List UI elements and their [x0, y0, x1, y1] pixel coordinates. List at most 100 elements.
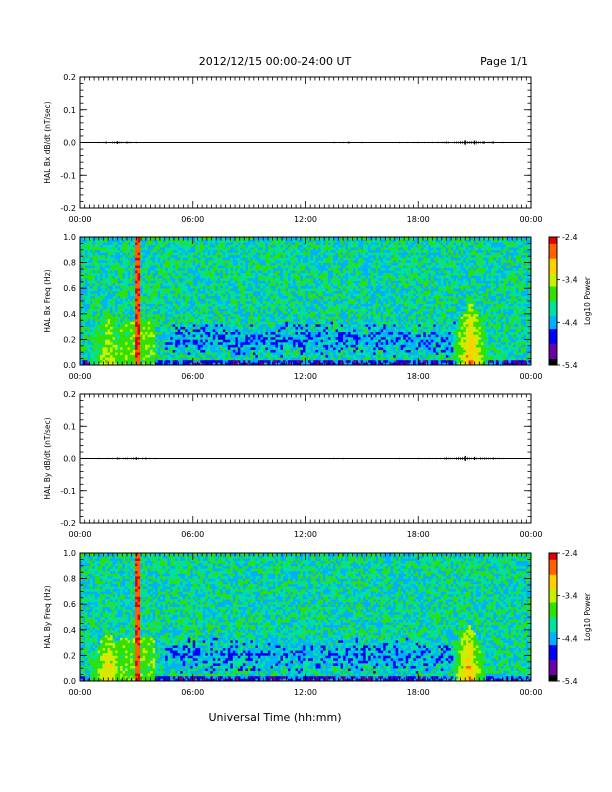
heatmap-cell — [130, 331, 133, 335]
heatmap-cell — [160, 334, 163, 338]
heatmap-cell — [280, 334, 284, 338]
heatmap-cell — [247, 252, 251, 256]
heatmap-cell — [130, 316, 133, 320]
heatmap-cell — [170, 272, 174, 276]
heatmap-cell — [212, 272, 216, 276]
heatmap-cell — [295, 267, 299, 271]
heatmap-cell — [125, 306, 128, 309]
heatmap-cell — [285, 244, 289, 248]
heatmap-cell — [275, 242, 279, 245]
heatmap-cell — [210, 293, 214, 297]
heatmap-cell — [180, 326, 184, 330]
heatmap-cell — [97, 262, 101, 266]
heatmap-cell — [302, 306, 306, 309]
heatmap-cell — [295, 242, 299, 245]
heatmap-cell — [172, 298, 176, 302]
heatmap-cell — [182, 334, 186, 338]
heatmap-cell — [102, 349, 106, 353]
heatmap-cell — [180, 347, 184, 350]
heatmap-cell — [132, 347, 136, 350]
heatmap-cell — [100, 303, 103, 307]
heatmap-cell — [105, 275, 108, 279]
heatmap-cell — [157, 252, 161, 256]
heatmap-cell — [180, 272, 184, 276]
heatmap-cell — [242, 277, 246, 281]
heatmap-cell — [210, 275, 214, 279]
heatmap-cell — [225, 295, 229, 299]
heatmap-cell — [257, 295, 261, 299]
heatmap-cell — [137, 321, 141, 325]
heatmap-cell — [302, 354, 306, 358]
heatmap-cell — [205, 344, 209, 348]
heatmap-cell — [175, 331, 179, 335]
heatmap-cell — [82, 260, 86, 263]
heatmap-cell — [257, 252, 261, 256]
heatmap-cell — [215, 311, 219, 315]
heatmap-cell — [280, 308, 284, 312]
heatmap-cell — [185, 288, 189, 292]
heatmap-cell — [230, 267, 234, 271]
heatmap-cell — [290, 311, 294, 315]
heatmap-cell — [192, 249, 196, 253]
heatmap-cell — [232, 270, 236, 274]
heatmap-cell — [217, 272, 221, 276]
heatmap-cell — [207, 334, 211, 338]
heatmap-cell — [235, 329, 239, 333]
heatmap-cell — [120, 334, 123, 338]
heatmap-cell — [210, 354, 214, 358]
heatmap-cell — [270, 254, 274, 258]
heatmap-cell — [195, 252, 199, 256]
heatmap-cell — [302, 362, 306, 366]
heatmap-cell — [97, 331, 101, 335]
heatmap-cell — [127, 316, 131, 320]
heatmap-cell — [97, 329, 101, 333]
heatmap-cell — [175, 336, 179, 340]
heatmap-cell — [140, 318, 143, 322]
heatmap-cell — [112, 270, 116, 274]
heatmap-cell — [252, 275, 256, 279]
heatmap-cell — [117, 260, 121, 263]
heatmap-cell — [225, 311, 229, 315]
heatmap-cell — [290, 298, 294, 302]
heatmap-cell — [120, 359, 123, 363]
heatmap-cell — [127, 336, 131, 340]
heatmap-cell — [207, 331, 211, 335]
heatmap-cell — [145, 341, 148, 345]
heatmap-cell — [295, 339, 299, 343]
heatmap-cell — [257, 306, 261, 309]
heatmap-cell — [187, 354, 191, 358]
heatmap-cell — [142, 288, 146, 292]
heatmap-cell — [135, 329, 138, 333]
heatmap-cell — [215, 341, 219, 345]
heatmap-cell — [192, 326, 196, 330]
heatmap-cell — [217, 354, 221, 358]
heatmap-cell — [150, 347, 153, 350]
heatmap-cell — [142, 321, 146, 325]
heatmap-cell — [172, 257, 176, 261]
heatmap-cell — [237, 244, 241, 248]
heatmap-cell — [205, 298, 209, 302]
heatmap-cell — [212, 239, 216, 243]
heatmap-cell — [212, 277, 216, 281]
heatmap-cell — [250, 354, 254, 358]
heatmap-cell — [162, 283, 166, 286]
heatmap-cell — [137, 362, 141, 366]
heatmap-cell — [192, 267, 196, 271]
heatmap-cell — [257, 344, 261, 348]
heatmap-cell — [82, 301, 86, 304]
heatmap-cell — [247, 344, 251, 348]
heatmap-cell — [162, 311, 166, 315]
heatmap-cell — [105, 265, 108, 269]
heatmap-cell — [240, 298, 244, 302]
heatmap-cell — [225, 352, 229, 356]
heatmap-cell — [127, 349, 131, 353]
heatmap-cell — [112, 362, 116, 366]
heatmap-cell — [245, 252, 249, 256]
heatmap-cell — [97, 270, 101, 274]
heatmap-cell — [180, 265, 184, 269]
heatmap-cell — [87, 247, 91, 251]
heatmap-cell — [150, 316, 153, 320]
heatmap-cell — [202, 265, 206, 269]
heatmap-cell — [192, 288, 196, 292]
heatmap-cell — [277, 301, 281, 304]
